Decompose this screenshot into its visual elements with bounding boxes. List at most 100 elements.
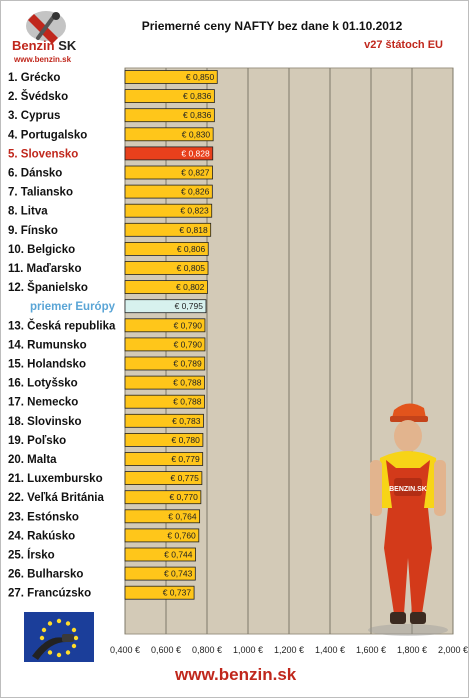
bar-value-label: € 0,790 (174, 320, 203, 330)
bar-value-label: € 0,764 (168, 511, 197, 521)
category-label: 20. Malta (8, 454, 57, 466)
bar (124, 280, 208, 295)
category-label: 25. Írsko (8, 549, 55, 562)
x-tick-label: 1,200 € (274, 645, 304, 655)
x-tick-label: 0,600 € (151, 645, 181, 655)
bar-value-label: € 0,795 (175, 301, 204, 311)
bar-value-label: € 0,744 (164, 550, 193, 560)
bar (124, 547, 196, 562)
category-label: 16. Lotyšsko (8, 378, 78, 390)
category-label: 26. Bulharsko (8, 569, 83, 581)
bar (124, 241, 209, 256)
x-tick-label: 1,400 € (315, 645, 345, 655)
bar (124, 471, 203, 486)
bar-value-label: € 0,802 (176, 282, 205, 292)
bar (124, 89, 215, 103)
bar-value-label: € 0,788 (173, 378, 202, 388)
bar-value-label: € 0,830 (182, 129, 211, 139)
bar (124, 375, 205, 390)
bar (124, 146, 214, 161)
bar (124, 432, 204, 447)
bar (124, 261, 209, 275)
bar-value-label: € 0,760 (167, 530, 196, 540)
category-label: 14. Rumunsko (8, 339, 87, 351)
category-label: 17. Nemecko (8, 397, 78, 409)
bar-value-label: € 0,790 (174, 339, 203, 349)
bar (124, 394, 205, 409)
x-tick-label: 1,000 € (233, 645, 263, 655)
footer-url: www.benzin.sk (175, 665, 297, 684)
bar-value-label: € 0,828 (181, 148, 210, 158)
logo-brand-name: Benzin (12, 38, 55, 53)
category-label: 3. Cyprus (8, 110, 60, 122)
bar (124, 490, 202, 505)
bar (124, 299, 207, 314)
category-label: 12. Španielsko (8, 281, 88, 294)
category-label: 27. Francúzsko (8, 588, 91, 600)
category-label: priemer Európy (30, 301, 116, 313)
bar (124, 585, 195, 600)
bar (124, 452, 204, 466)
bar (124, 108, 215, 123)
x-tick-label: 0,800 € (192, 645, 222, 655)
x-tick-label: 2,000 € (438, 645, 468, 655)
category-label: 7. Taliansko (8, 187, 73, 199)
bar-value-label: € 0,788 (173, 397, 202, 407)
bar (124, 70, 218, 84)
bar-value-label: € 0,783 (172, 416, 201, 426)
category-label: 8. Litva (8, 206, 48, 218)
logo-brand-suffix: SK (58, 38, 77, 53)
bar-value-label: € 0,806 (177, 244, 206, 254)
category-label: 5. Slovensko (8, 148, 78, 160)
category-label: 23. Estónsko (8, 511, 79, 523)
bars: € 0,850 € 0,836 € 0,836 € 0,830 € 0,828 € 0,8… (124, 70, 218, 600)
bar-value-label: € 0,805 (177, 263, 206, 273)
bar-value-label: € 0,780 (172, 435, 201, 445)
bar (124, 509, 201, 524)
bar-value-label: € 0,770 (169, 492, 198, 502)
category-label: 10. Belgicko (8, 244, 75, 256)
benzin-logo (26, 11, 66, 44)
category-label: 11. Maďarsko (8, 263, 81, 275)
bar-value-label: € 0,826 (181, 187, 210, 197)
category-label: 1. Grécko (8, 72, 60, 84)
bar (124, 337, 206, 352)
bar-value-label: € 0,850 (186, 72, 215, 82)
bar-value-label: € 0,779 (171, 454, 200, 464)
category-label: 4. Portugalsko (8, 129, 87, 141)
category-label: 2. Švédsko (8, 90, 68, 103)
bar (124, 203, 213, 218)
bar (124, 528, 200, 543)
bar-value-label: € 0,827 (181, 168, 210, 178)
bar (124, 413, 204, 428)
bar-value-label: € 0,737 (163, 588, 192, 598)
chart-subtitle: v27 štátoch EU (364, 39, 443, 51)
bar (124, 356, 206, 371)
x-tick-label: 0,400 € (110, 645, 140, 655)
bar-value-label: € 0,836 (183, 91, 212, 101)
bar (124, 127, 214, 142)
bar (124, 165, 213, 180)
bar-value-label: € 0,775 (171, 473, 200, 483)
chart-title: Priemerné ceny NAFTY bez dane k 01.10.20… (141, 19, 403, 33)
bar-value-label: € 0,818 (179, 225, 208, 235)
bar-value-label: € 0,823 (180, 206, 209, 216)
eu-flag-image (24, 612, 94, 662)
category-label: 22. Veľká Británia (8, 492, 104, 504)
x-tick-labels: 0,400 € 0,600 € 0,800 € 1,000 € 1,200 € 1,400… (110, 645, 468, 655)
category-labels: 1. Grécko 2. Švédsko 3. Cyprus 4. Portugals… (8, 72, 116, 600)
category-label: 19. Poľsko (8, 435, 66, 447)
category-label: 13. Česká republika (8, 319, 116, 332)
category-label: 24. Rakúsko (8, 530, 75, 542)
logo-url: www.benzin.sk (14, 55, 72, 64)
bar (124, 566, 196, 581)
x-tick-label: 1,800 € (397, 645, 427, 655)
logo-brand: Benzin SK (12, 38, 76, 53)
category-label: 18. Slovinsko (8, 416, 82, 428)
bar-value-label: € 0,789 (173, 359, 202, 369)
bar-value-label: € 0,743 (164, 569, 193, 579)
category-label: 15. Holandsko (8, 359, 86, 371)
bar (124, 184, 213, 199)
x-tick-label: 1,600 € (356, 645, 386, 655)
